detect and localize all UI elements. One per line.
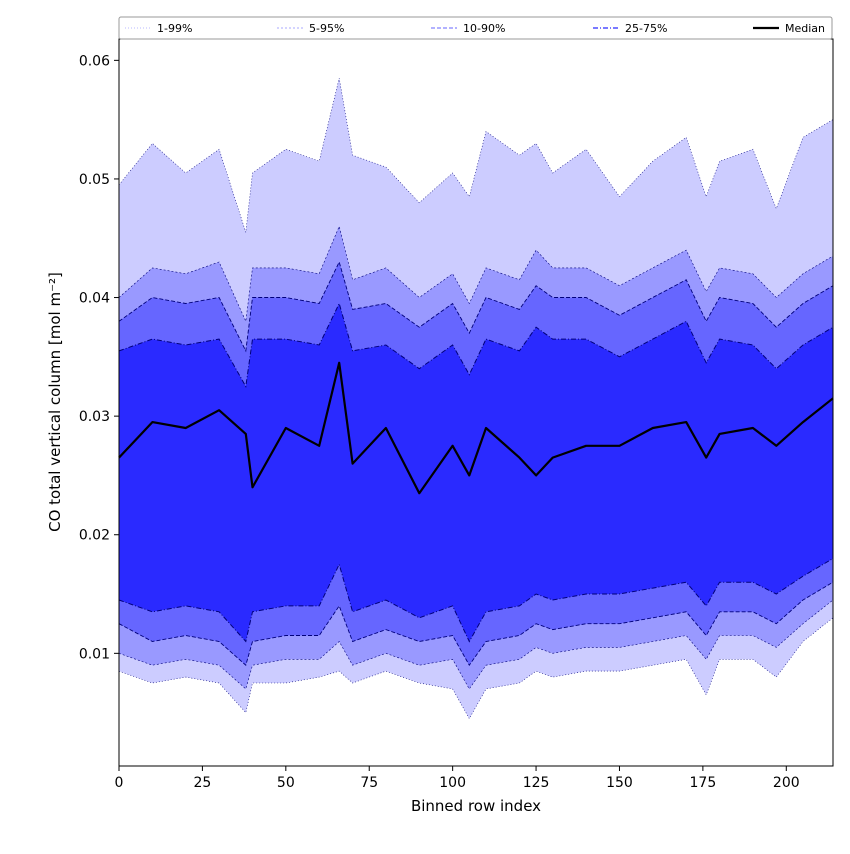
x-tick-label: 50 xyxy=(277,775,295,791)
legend-label: 5-95% xyxy=(309,22,344,35)
y-tick-label: 0.03 xyxy=(79,409,110,425)
y-tick-label: 0.04 xyxy=(79,291,110,307)
legend-label: Median xyxy=(785,22,825,35)
legend: 1-99% 5-95% 10-90% 25-75% Median xyxy=(118,16,833,40)
x-tick-label: 150 xyxy=(606,775,633,791)
band-25-75pct-lower-edge xyxy=(118,558,834,643)
y-tick-label: 0.01 xyxy=(79,646,110,662)
y-tick-label: 0.06 xyxy=(79,53,110,69)
percentile-bands xyxy=(119,78,833,719)
x-tick-label: 75 xyxy=(360,775,378,791)
x-tick-label: 100 xyxy=(439,775,466,791)
y-axis-ticks: 0.01 0.02 0.03 0.04 0.05 0.06 xyxy=(79,53,119,662)
band-5-95pct-lower-edge xyxy=(118,599,834,690)
median-series xyxy=(118,361,834,495)
percentile-edges xyxy=(118,78,834,720)
band-10-90pct-upper-edge xyxy=(118,260,834,353)
x-axis-label: Binned row index xyxy=(411,797,541,815)
y-tick-label: 0.05 xyxy=(79,172,110,188)
band-10-90pct-lower-edge xyxy=(118,581,834,667)
band-1-99pct-lower-edge xyxy=(118,617,834,720)
legend-label: 10-90% xyxy=(463,22,505,35)
band-5-95pct-upper-edge xyxy=(118,225,834,323)
y-tick-label: 0.02 xyxy=(79,528,110,544)
legend-label: 1-99% xyxy=(157,22,192,35)
legend-label: 25-75% xyxy=(625,22,667,35)
legend-box xyxy=(118,16,833,40)
x-axis-ticks: 0 25 50 75 100 125 150 175 200 xyxy=(115,766,800,791)
x-tick-label: 0 xyxy=(115,775,124,791)
median-line xyxy=(118,361,834,495)
x-tick-label: 125 xyxy=(523,775,550,791)
x-tick-label: 200 xyxy=(773,775,800,791)
y-axis-label: CO total vertical column [mol m⁻²] xyxy=(46,272,64,532)
band-25-75pct-upper-edge xyxy=(118,302,834,389)
band-1-99pct-upper-edge xyxy=(118,78,834,233)
x-tick-label: 175 xyxy=(690,775,717,791)
x-tick-label: 25 xyxy=(193,775,211,791)
band-25-75pct xyxy=(119,303,833,642)
